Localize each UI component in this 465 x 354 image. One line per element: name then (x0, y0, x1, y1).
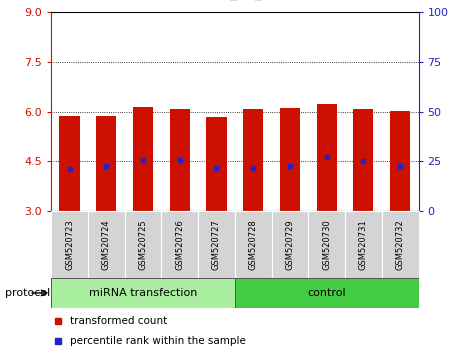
Bar (382, 211, 418, 278)
Text: control: control (307, 288, 346, 298)
Bar (133, 107, 153, 211)
Text: miRNA transfection: miRNA transfection (89, 288, 197, 298)
Bar (60, 116, 80, 211)
Bar (161, 211, 198, 278)
Text: GSM520726: GSM520726 (175, 219, 184, 270)
Bar (51, 278, 235, 308)
Text: GSM520730: GSM520730 (322, 219, 331, 270)
Text: GSM520725: GSM520725 (139, 219, 147, 270)
Bar (198, 211, 235, 278)
Bar (353, 109, 373, 211)
Text: GSM520731: GSM520731 (359, 219, 368, 270)
Bar (243, 109, 263, 211)
Text: percentile rank within the sample: percentile rank within the sample (70, 336, 246, 346)
Text: transformed count: transformed count (70, 316, 167, 326)
Text: GSM520723: GSM520723 (65, 219, 74, 270)
Text: GSM520724: GSM520724 (102, 219, 111, 270)
Bar (88, 211, 125, 278)
Text: GSM520728: GSM520728 (249, 219, 258, 270)
Text: GSM520727: GSM520727 (212, 219, 221, 270)
Bar (308, 211, 345, 278)
Bar (317, 104, 337, 211)
Bar (170, 109, 190, 211)
Bar (345, 211, 382, 278)
Text: GSM520732: GSM520732 (396, 219, 405, 270)
Bar (390, 111, 410, 211)
Text: GSM520729: GSM520729 (286, 219, 294, 270)
Text: protocol: protocol (5, 288, 50, 298)
Bar (280, 108, 300, 211)
Bar (125, 211, 161, 278)
Bar (235, 278, 418, 308)
Bar (206, 118, 226, 211)
Bar (51, 211, 88, 278)
Bar (235, 211, 272, 278)
Bar (96, 116, 116, 211)
Bar (272, 211, 308, 278)
